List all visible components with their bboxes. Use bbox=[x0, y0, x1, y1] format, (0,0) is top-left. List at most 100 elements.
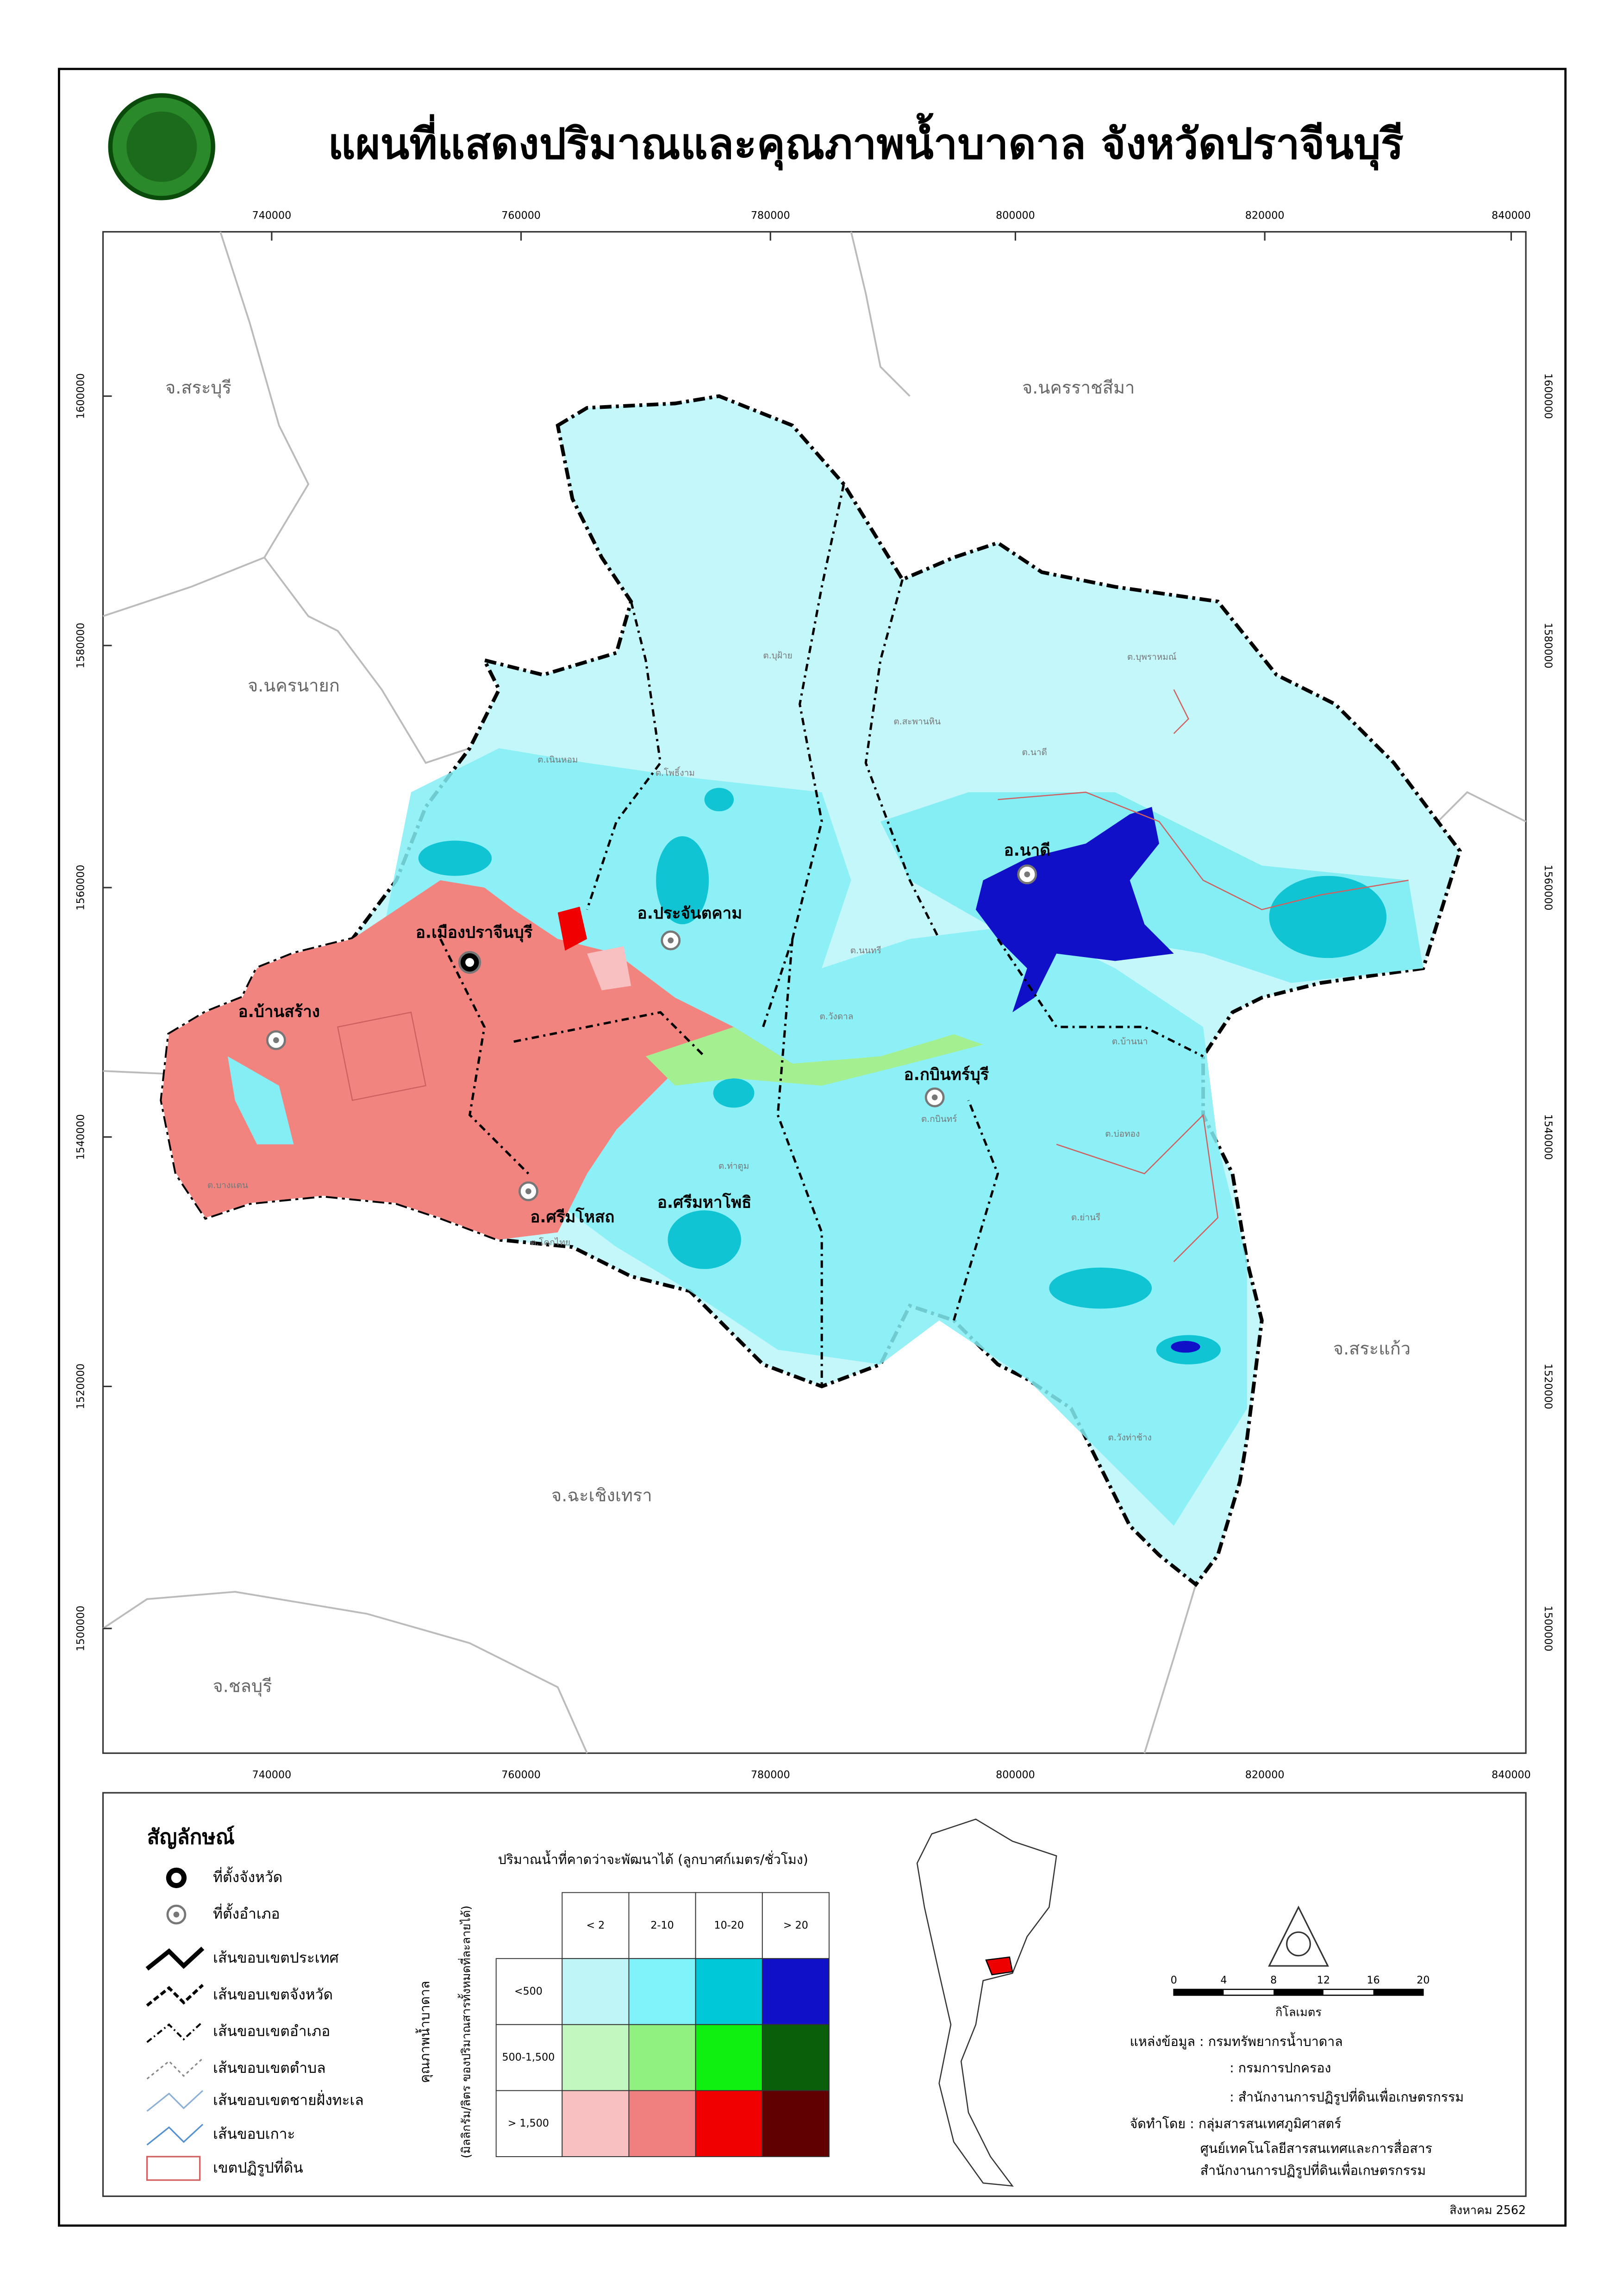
coast-line bbox=[146, 2090, 204, 2112]
y-coordinate-label: 1520000 bbox=[1542, 1364, 1554, 1409]
matrix-cell bbox=[562, 2024, 630, 2091]
district-label: อ.ประจันตคาม bbox=[637, 904, 742, 923]
matrix-column-label: 2-10 bbox=[650, 1919, 674, 1931]
x-coordinate-label: 740000 bbox=[252, 1769, 292, 1781]
credit-line: ศูนย์เทคโนโลยีสารสนเทศและการสื่อสาร bbox=[1200, 2140, 1432, 2157]
legend-item: เส้นขอบเขตประเทศ bbox=[213, 1950, 339, 1966]
logo bbox=[108, 93, 215, 200]
matrix-row-head bbox=[495, 1958, 563, 2025]
district-label: อ.ศรีมหาโพธิ bbox=[657, 1192, 751, 1212]
scale-label: 16 bbox=[1367, 1974, 1380, 1986]
matrix-axis-label: คุณภาพน้ำบาดาล bbox=[416, 1981, 433, 2083]
zone-gt20 bbox=[975, 807, 1174, 1013]
scale-label: 20 bbox=[1417, 1974, 1429, 1986]
province-label: จ.ชลบุรี bbox=[213, 1676, 272, 1696]
subdistrict-label: ต.บุฝ้าย bbox=[763, 651, 792, 661]
seat-center bbox=[1024, 871, 1030, 877]
seat-center bbox=[668, 937, 674, 944]
legend-item: ที่ตั้งจังหวัด bbox=[213, 1866, 282, 1886]
matrix-cell bbox=[628, 1958, 696, 2025]
subdistrict-label: ต.นาดี bbox=[1022, 747, 1047, 757]
district-symbol bbox=[173, 1911, 180, 1918]
x-coordinate-label: 840000 bbox=[1492, 1769, 1531, 1781]
zone-gt20 bbox=[1171, 1341, 1200, 1353]
subdistrict-label: ต.บ้านนา bbox=[1112, 1036, 1148, 1046]
district-label: อ.กบินทร์บุรี bbox=[904, 1066, 989, 1085]
legend-title: สัญลักษณ์ bbox=[147, 1825, 235, 1849]
subdistrict-label: ต.วังดาล bbox=[819, 1011, 853, 1021]
district-label: อ.บ้านสร้าง bbox=[238, 1002, 320, 1021]
map-body bbox=[160, 394, 1462, 1587]
x-coordinate-label: 820000 bbox=[1245, 1769, 1285, 1781]
credit-line: : กรมการปกครอง bbox=[1230, 2060, 1331, 2076]
legend-item: เส้นขอบเกาะ bbox=[213, 2126, 295, 2142]
seat-center bbox=[931, 1094, 938, 1101]
matrix-cell bbox=[762, 2024, 830, 2091]
legend-item: เส้นขอบเขตอำเภอ bbox=[213, 2023, 330, 2040]
subdistrict-label: ต.บ่อทอง bbox=[1105, 1129, 1140, 1139]
y-coordinate-label: 1560000 bbox=[75, 865, 87, 911]
x-coordinate-label: 760000 bbox=[501, 209, 541, 221]
title: แผนที่แสดงปริมาณและคุณภาพน้ำบาดาล จังหวั… bbox=[328, 113, 1403, 170]
legend-item: เส้นขอบเขตตำบล bbox=[213, 2060, 326, 2077]
district-boundaries bbox=[439, 484, 1204, 1387]
subdistrict-label: ต.โคกไทย bbox=[531, 1237, 570, 1247]
land-reform-areas bbox=[337, 689, 1409, 1262]
x-coordinate-label: 820000 bbox=[1245, 209, 1285, 221]
x-coordinate-label: 800000 bbox=[996, 209, 1035, 221]
district-label: อ.ศรีมโหสถ bbox=[530, 1207, 614, 1226]
island-line bbox=[146, 2124, 204, 2146]
map-labels: 740000 740000 760000 760000 780000 780000 8000… bbox=[75, 209, 1554, 1781]
zone-10-20 bbox=[418, 788, 1387, 1364]
y-coordinate-label: 1520000 bbox=[75, 1364, 87, 1409]
subdistrict-label: ต.สะพานหิน bbox=[893, 716, 941, 726]
district-label: อ.นาดี bbox=[1004, 841, 1050, 860]
legend-item: เส้นขอบเขตจังหวัด bbox=[213, 1986, 333, 2003]
seat-center bbox=[273, 1037, 279, 1043]
matrix-axis-sublabel: (มิลลิกรัม/ลิตร ของปริมาณสารทั้งหมดที่ละ… bbox=[457, 1906, 473, 2158]
legend: สัญลักษณ์ที่ตั้งจังหวัดที่ตั้งอำเภอเส้นข… bbox=[102, 1792, 1527, 2197]
matrix-row-label: > 1,500 bbox=[508, 2117, 549, 2129]
province-label: จ.ฉะเชิงเทรา bbox=[551, 1485, 652, 1506]
x-coordinate-label: 740000 bbox=[252, 209, 292, 221]
credit-line: : สำนักงานการปฏิรูปที่ดินเพื่อเกษตรกรรม bbox=[1230, 2088, 1464, 2105]
province-symbol bbox=[171, 1872, 182, 1883]
legend-item: เส้นขอบเขตชายฝั่งทะเล bbox=[213, 2090, 364, 2109]
matrix-column-label: 10-20 bbox=[714, 1919, 744, 1931]
province-line bbox=[146, 1983, 204, 2007]
y-coordinate-label: 1540000 bbox=[1542, 1114, 1554, 1160]
legend-item: ที่ตั้งอำเภอ bbox=[213, 1903, 280, 1922]
province-label: จ.สระแก้ว bbox=[1333, 1339, 1411, 1359]
subdistrict-line bbox=[146, 2058, 204, 2080]
zone-2-10 bbox=[227, 1056, 294, 1145]
subdistrict-label: ต.ย่านรี bbox=[1071, 1213, 1100, 1223]
scale-label: 4 bbox=[1220, 1974, 1227, 1986]
matrix-cell bbox=[628, 2024, 696, 2091]
zone-gt1500-10-20 bbox=[557, 907, 587, 951]
seat-center bbox=[465, 958, 474, 967]
y-coordinate-label: 1580000 bbox=[1542, 623, 1554, 669]
credit-line: สำนักงานการปฏิรูปที่ดินเพื่อเกษตรกรรม bbox=[1200, 2162, 1426, 2179]
scale-unit: กิโลเมตร bbox=[1275, 2005, 1322, 2019]
matrix-row-label: <500 bbox=[514, 1985, 543, 1997]
matrix-row-head bbox=[495, 2090, 563, 2157]
subdistrict-label: ต.นนทรี bbox=[850, 945, 881, 956]
matrix-cell bbox=[762, 1958, 830, 2025]
matrix-cell bbox=[628, 2090, 696, 2157]
scale-label: 8 bbox=[1270, 1974, 1277, 1986]
matrix-row-head bbox=[495, 2024, 563, 2091]
page-border bbox=[58, 68, 1567, 2227]
country-line bbox=[145, 1946, 205, 1971]
y-coordinate-label: 1560000 bbox=[1542, 865, 1554, 911]
x-coordinate-label: 760000 bbox=[501, 1769, 541, 1781]
scale-label: 12 bbox=[1317, 1974, 1330, 1986]
subdistrict-label: ต.บุพราหมณ์ bbox=[1127, 652, 1177, 663]
subdistrict-label: ต.โพธิ์งาม bbox=[655, 766, 695, 778]
matrix-cell bbox=[562, 2090, 630, 2157]
matrix-header-cell bbox=[695, 1892, 763, 1959]
matrix-cell bbox=[695, 1958, 763, 2025]
subdistrict-label: ต.บางแตน bbox=[207, 1180, 248, 1190]
matrix-header-cell bbox=[628, 1892, 696, 1959]
legend-item: เขตปฏิรูปที่ดิน bbox=[213, 2157, 303, 2176]
matrix-header-cell bbox=[762, 1892, 830, 1959]
